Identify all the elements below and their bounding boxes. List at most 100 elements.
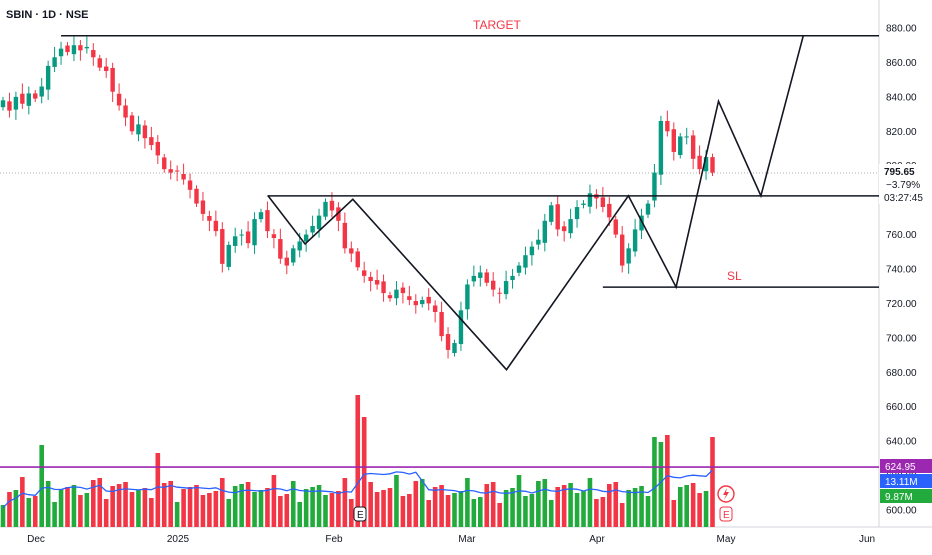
- volume-bar: [684, 485, 689, 527]
- volume-bar: [381, 490, 386, 527]
- volume-bar: [323, 495, 328, 527]
- candle-body: [478, 272, 483, 278]
- volume-bar: [484, 484, 490, 527]
- volume-bar: [207, 493, 212, 527]
- candle-body: [181, 173, 186, 180]
- candle-body: [645, 203, 651, 215]
- candle-body: [381, 281, 386, 294]
- candle-body: [316, 215, 322, 230]
- candle-body: [471, 275, 477, 282]
- candle-body: [65, 45, 70, 53]
- candle-body: [71, 45, 77, 55]
- candle-body: [678, 136, 683, 156]
- candle-body: [226, 244, 231, 267]
- y-tick-label: 640.00: [886, 437, 917, 448]
- candle-body: [613, 219, 618, 235]
- candle-body: [362, 270, 367, 276]
- candle-body: [187, 180, 193, 190]
- volume-bar: [574, 493, 580, 527]
- candle-body: [278, 239, 283, 259]
- candle-body: [45, 65, 51, 90]
- volume-bar: [32, 496, 38, 527]
- candle-body: [207, 215, 212, 221]
- volume-bar: [581, 491, 586, 527]
- volume-value: 9.87M: [885, 492, 913, 503]
- volume-bar: [97, 478, 103, 527]
- candle-body: [136, 124, 141, 135]
- earnings-marker-feb[interactable]: E: [353, 506, 367, 522]
- candle-body: [110, 67, 115, 92]
- candle-body: [445, 334, 451, 350]
- candle-body: [303, 234, 309, 242]
- volume-bar: [710, 437, 715, 527]
- y-tick-label: 840.00: [886, 92, 917, 103]
- candle-body: [284, 257, 289, 266]
- candle-body: [58, 48, 64, 57]
- volume-bar: [168, 481, 173, 527]
- y-tick-label: 760.00: [886, 230, 917, 241]
- volume-bar: [91, 480, 96, 527]
- candle-body: [91, 50, 96, 58]
- candle-body: [703, 157, 709, 172]
- candle-body: [39, 86, 44, 97]
- volume-bar: [561, 485, 567, 527]
- candle-body: [491, 280, 496, 290]
- earnings-marker-label-2: E: [723, 510, 730, 521]
- candle-body: [710, 157, 715, 173]
- candle-body: [639, 215, 644, 231]
- candle-body: [690, 135, 696, 159]
- candle-body: [233, 236, 238, 246]
- candle-body: [394, 289, 399, 299]
- volume-bar: [155, 453, 161, 527]
- candle-body: [497, 292, 502, 294]
- candle-body: [0, 100, 6, 108]
- price-change-percent: −3.79%: [886, 180, 920, 191]
- symbol-title[interactable]: SBIN · 1D · NSE: [6, 9, 89, 21]
- candle-body: [407, 296, 412, 300]
- volume-level-value: 624.95: [885, 462, 916, 473]
- volume-bars: [0, 395, 715, 527]
- candle-body: [568, 219, 573, 234]
- volume-bar: [142, 488, 148, 527]
- earnings-marker-label: E: [357, 510, 364, 521]
- volume-bar: [149, 498, 154, 527]
- volume-ma-badge: 13.11M: [880, 474, 932, 488]
- pattern-zigzag-line[interactable]: [267, 35, 805, 371]
- candle-body: [52, 57, 57, 67]
- volume-bar: [458, 491, 464, 527]
- candle-body: [355, 251, 360, 268]
- y-tick-label: 860.00: [886, 58, 917, 69]
- candle-body: [265, 210, 270, 232]
- y-tick-label: 720.00: [886, 299, 917, 310]
- candle-body: [458, 310, 464, 345]
- candle-body: [342, 222, 348, 249]
- candle-body: [439, 312, 444, 337]
- volume-bar: [432, 487, 438, 527]
- lightning-icon-bolt: [723, 488, 729, 500]
- volume-bar: [529, 494, 535, 527]
- volume-bar: [116, 484, 122, 527]
- target-label: TARGET: [473, 18, 521, 32]
- volume-bar: [194, 485, 199, 527]
- volume-bar: [652, 437, 657, 527]
- candle-body: [368, 276, 373, 282]
- candle-body: [600, 197, 606, 208]
- dividend-marker-may[interactable]: E: [717, 485, 735, 522]
- volume-bar: [555, 487, 560, 527]
- candle-body: [413, 301, 418, 306]
- volume-bar: [129, 492, 135, 527]
- candle-body: [26, 93, 31, 106]
- volume-bar: [26, 498, 32, 527]
- candle-body: [523, 255, 528, 268]
- candle-body: [323, 201, 328, 217]
- pattern-drawings[interactable]: [61, 34, 879, 371]
- volume-bar: [187, 487, 193, 527]
- volume-bar: [490, 482, 496, 527]
- volume-bar: [361, 417, 367, 527]
- price-axis: 880.00860.00840.00820.00800.00780.00760.…: [886, 24, 917, 517]
- volume-bar: [374, 492, 380, 527]
- candle-body: [142, 125, 148, 139]
